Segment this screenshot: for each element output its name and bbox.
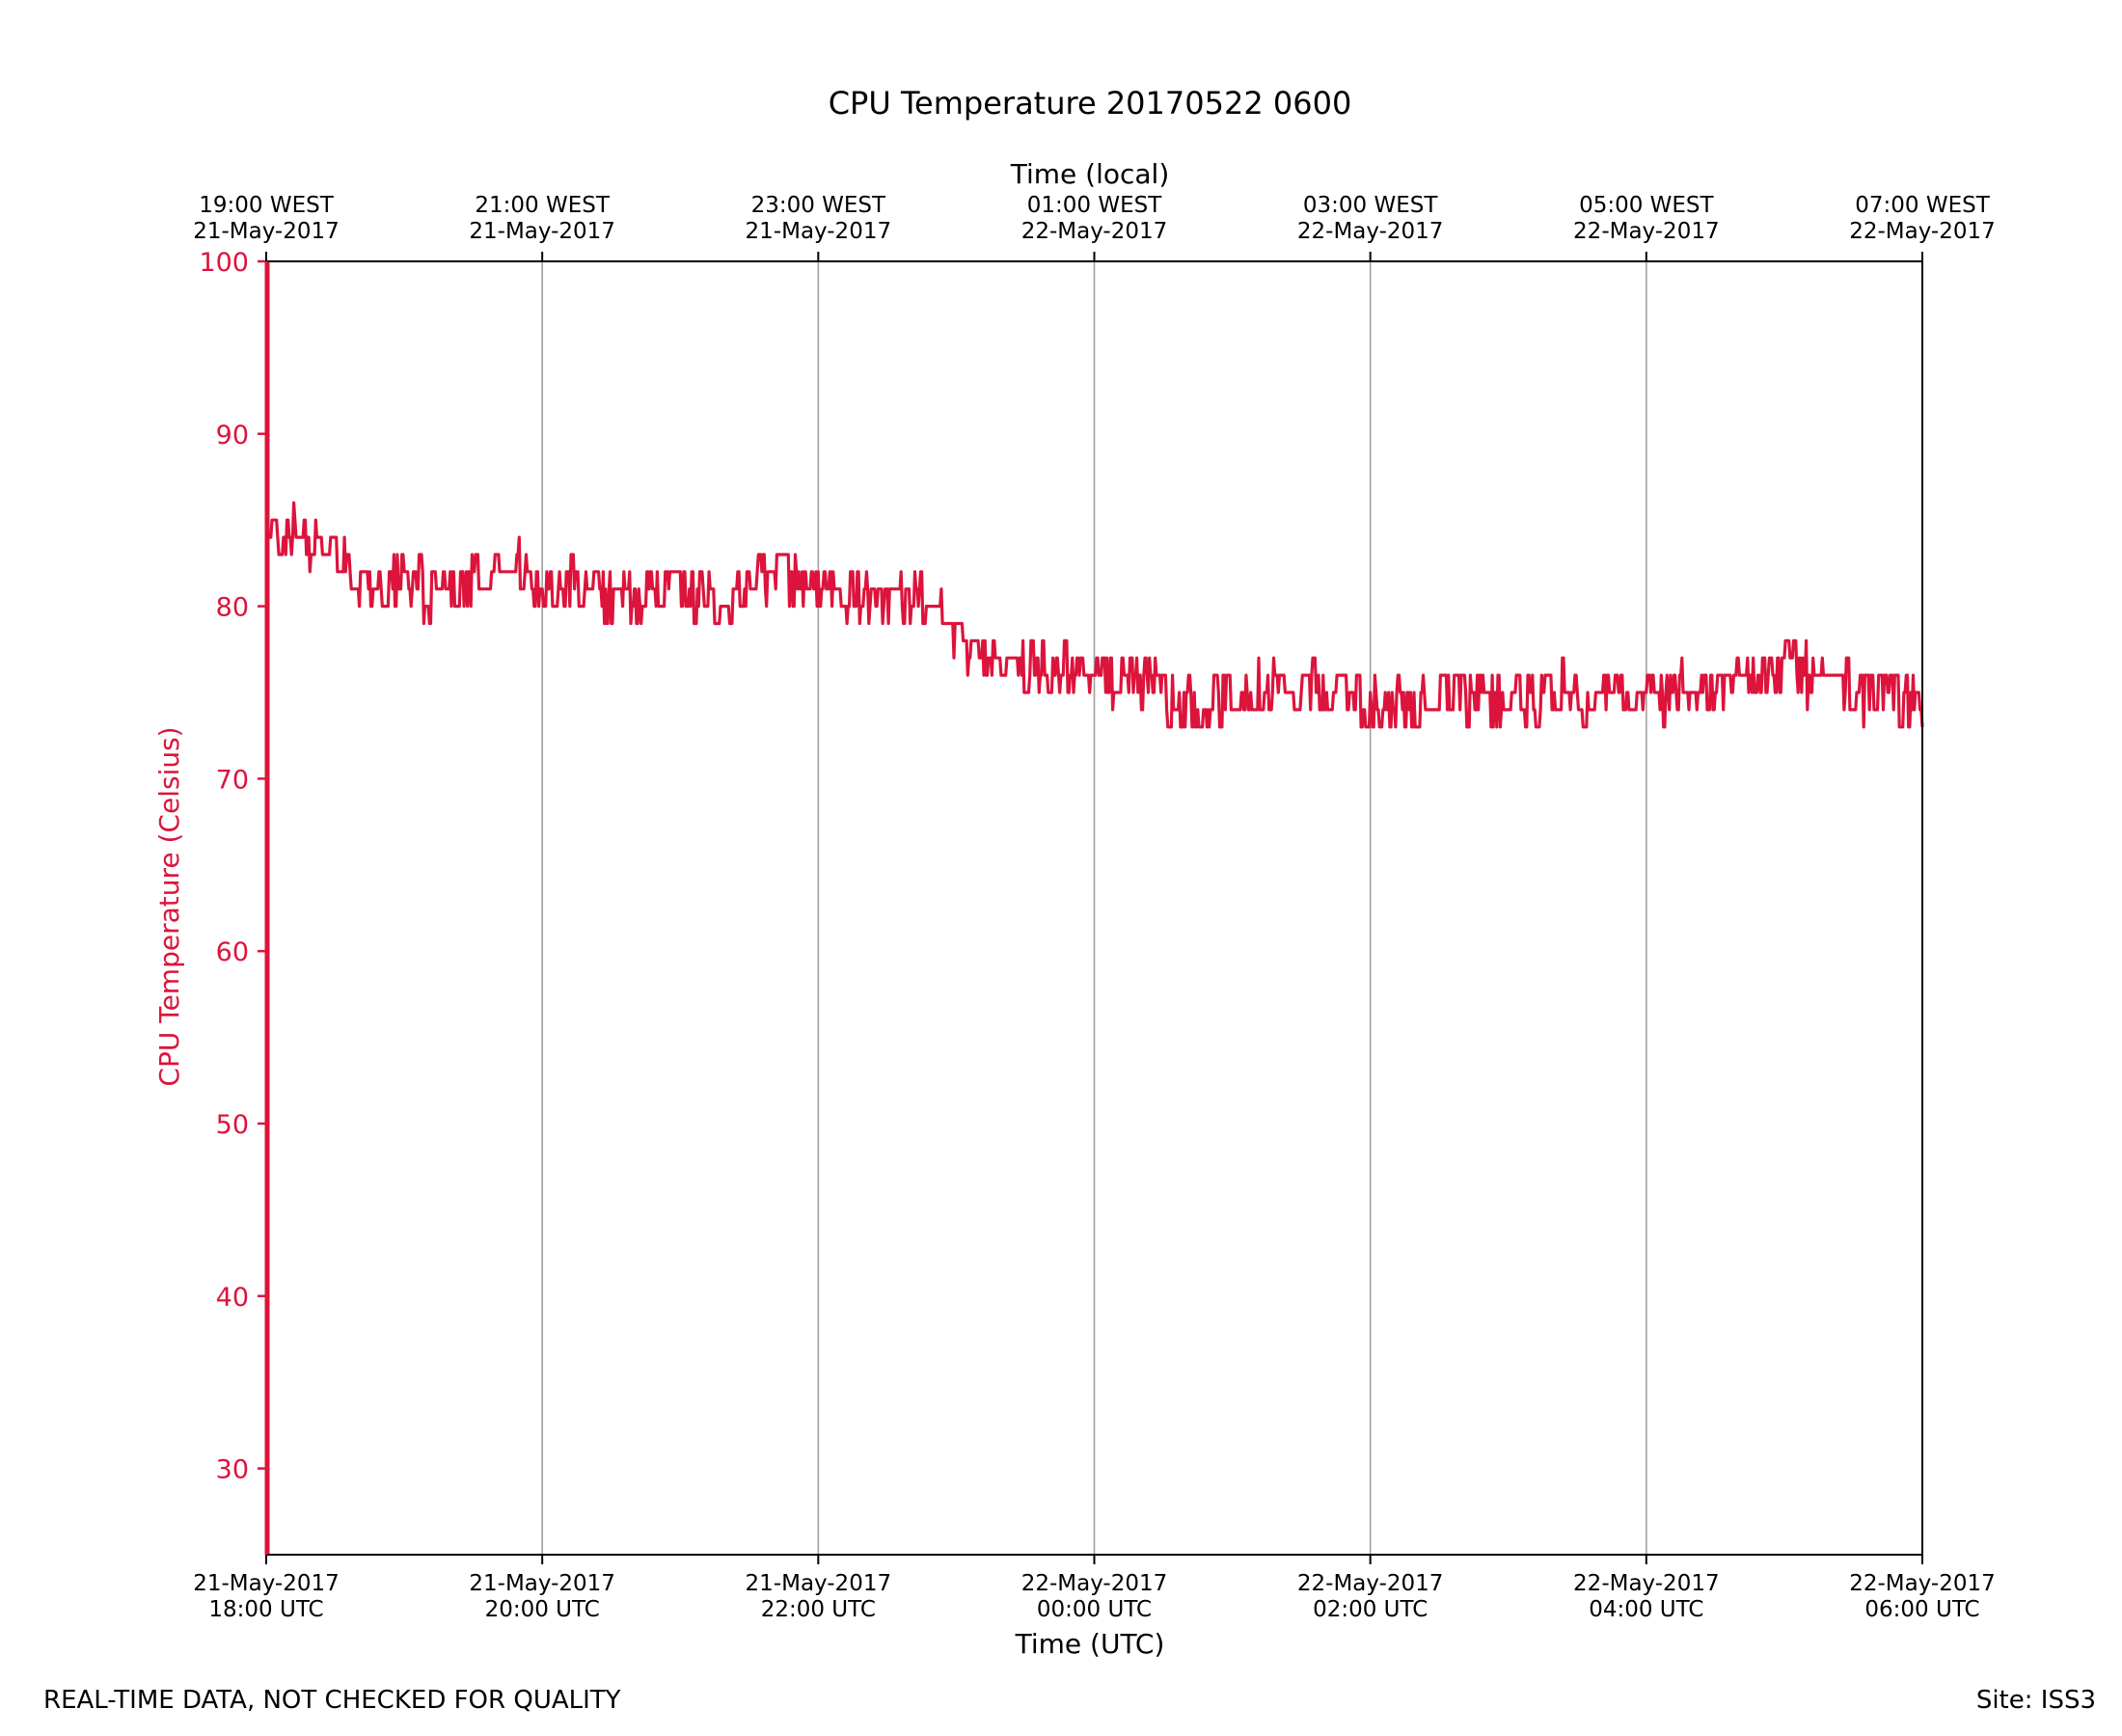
- x-tick-local-time-1: 21:00 WEST: [475, 193, 610, 218]
- x-tick-local-date-3: 22-May-2017: [1021, 219, 1168, 244]
- x-tick-utc-time-6: 06:00 UTC: [1864, 1597, 1979, 1622]
- x-tick-utc-time-5: 04:00 UTC: [1589, 1597, 1703, 1622]
- x-tick-utc-time-1: 20:00 UTC: [485, 1597, 600, 1622]
- x-tick-local-time-2: 23:00 WEST: [751, 193, 886, 218]
- y-tick-label-100: 100: [199, 248, 249, 278]
- quality-disclaimer: REAL-TIME DATA, NOT CHECKED FOR QUALITY: [43, 1686, 621, 1715]
- x-tick-utc-date-3: 22-May-2017: [1021, 1571, 1168, 1596]
- x-axis-label: Time (UTC): [1015, 1628, 1165, 1660]
- x-tick-utc-date-0: 21-May-2017: [193, 1571, 340, 1596]
- grid-lines: [541, 261, 1647, 1555]
- x-tick-local-time-5: 05:00 WEST: [1579, 193, 1714, 218]
- x-tick-local-time-6: 07:00 WEST: [1855, 193, 1990, 218]
- y-tick-label-80: 80: [216, 593, 249, 623]
- x-tick-utc-date-4: 22-May-2017: [1297, 1571, 1444, 1596]
- x2-axis-label: Time (local): [1010, 158, 1170, 190]
- y-tick-label-50: 50: [216, 1110, 249, 1140]
- y-axis-label: CPU Temperature (Celsius): [153, 726, 185, 1086]
- x-tick-local-date-0: 21-May-2017: [193, 219, 340, 244]
- x-tick-utc-date-5: 22-May-2017: [1573, 1571, 1720, 1596]
- x-tick-utc-time-4: 02:00 UTC: [1313, 1597, 1428, 1622]
- site-label: Site: ISS3: [1975, 1686, 2096, 1715]
- x-tick-utc-date-2: 21-May-2017: [746, 1571, 892, 1596]
- y-tick-label-30: 30: [216, 1455, 249, 1485]
- chart-title: CPU Temperature 20170522 0600: [829, 85, 1352, 122]
- y-tick-label-60: 60: [216, 937, 249, 967]
- x-tick-utc-time-0: 18:00 UTC: [208, 1597, 323, 1622]
- y-tick-label-90: 90: [216, 420, 249, 450]
- x-tick-local-date-4: 22-May-2017: [1297, 219, 1444, 244]
- axes: [258, 252, 1923, 1564]
- x-tick-utc-date-1: 21-May-2017: [469, 1571, 615, 1596]
- cpu-temperature-line: [265, 501, 1924, 729]
- x-tick-local-time-0: 19:00 WEST: [199, 193, 334, 218]
- y-tick-label-40: 40: [216, 1283, 249, 1313]
- x-tick-local-date-5: 22-May-2017: [1573, 219, 1720, 244]
- x-tick-local-date-6: 22-May-2017: [1849, 219, 1996, 244]
- x-tick-utc-time-2: 22:00 UTC: [761, 1597, 876, 1622]
- x-tick-local-date-2: 21-May-2017: [746, 219, 892, 244]
- x-tick-local-time-3: 01:00 WEST: [1027, 193, 1162, 218]
- x-tick-utc-date-6: 22-May-2017: [1849, 1571, 1996, 1596]
- x-tick-local-date-1: 21-May-2017: [469, 219, 615, 244]
- y-tick-label-70: 70: [216, 765, 249, 795]
- x-tick-local-time-4: 03:00 WEST: [1303, 193, 1438, 218]
- x-tick-utc-time-3: 00:00 UTC: [1037, 1597, 1152, 1622]
